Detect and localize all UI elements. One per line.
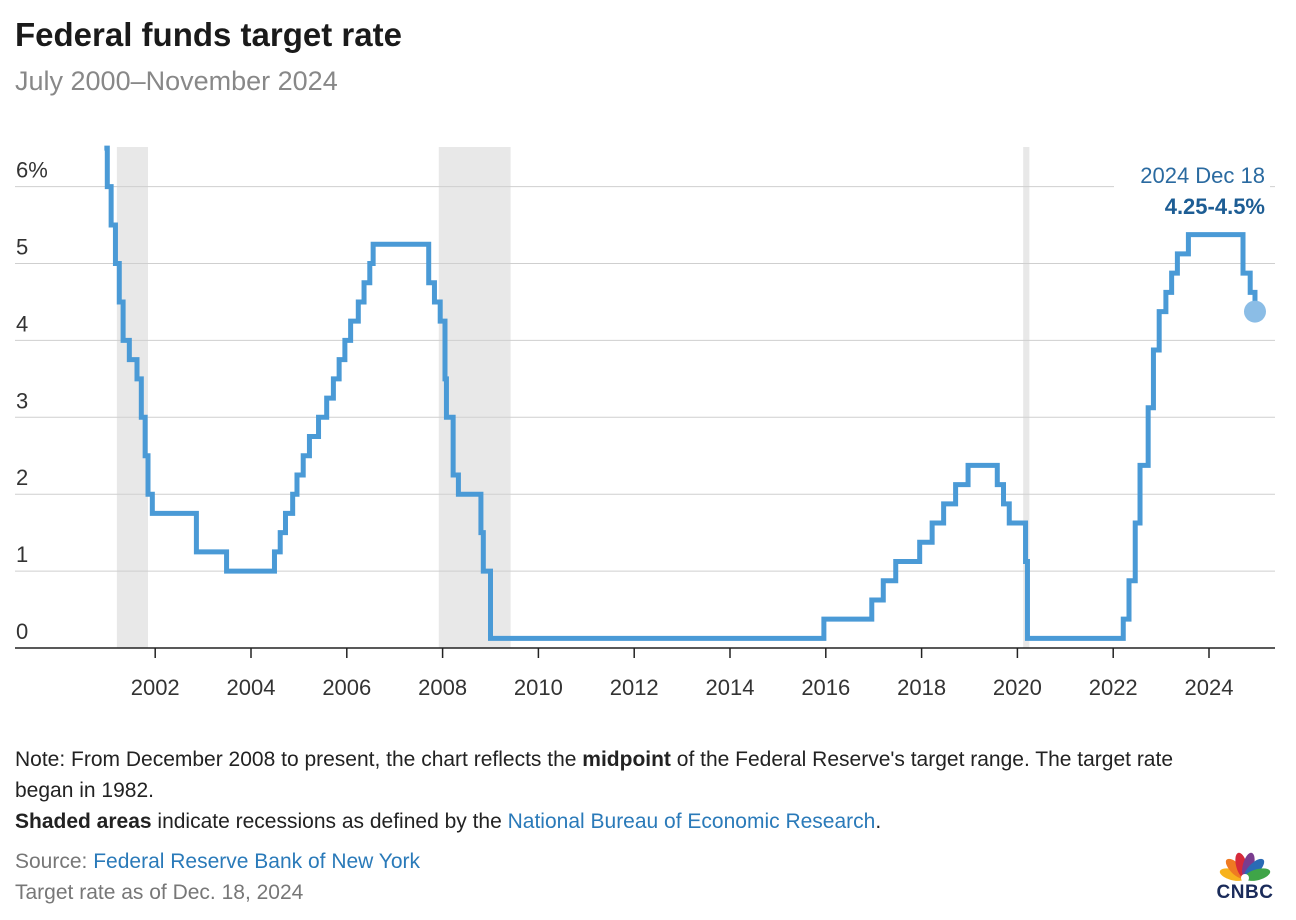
note-text: of the Federal Reserve's target range. T…	[15, 748, 1173, 802]
x-tick-label: 2022	[1089, 675, 1138, 700]
y-tick-label: 0	[16, 619, 28, 644]
source-line: Source: Federal Reserve Bank of New York	[15, 846, 420, 877]
chart-area: 0 1 2 3 4 5 6% 2002 2004 2006 2008 2010 2012 2014 201…	[15, 145, 1275, 700]
chart-title: Federal funds target rate	[15, 16, 402, 53]
y-tick-label: 6%	[16, 158, 48, 183]
gridlines	[15, 186, 1275, 649]
note-bold: Shaded areas	[15, 810, 152, 833]
x-tick-label: 2002	[131, 675, 180, 700]
y-tick-label: 3	[16, 388, 28, 413]
latest-point-marker	[1243, 300, 1266, 323]
peacock-feather	[1244, 868, 1271, 881]
y-tick-label: 2	[16, 465, 28, 490]
peacock-icon	[1219, 852, 1271, 882]
note-text: .	[875, 810, 882, 833]
source-link[interactable]: Federal Reserve Bank of New York	[93, 850, 421, 873]
y-tick-label: 5	[16, 235, 28, 260]
x-tick-label: 2016	[801, 675, 850, 700]
x-tick-label: 2024	[1185, 675, 1234, 700]
annotation-bg	[1114, 160, 1270, 188]
x-tick-label: 2008	[418, 675, 467, 700]
x-tick-label: 2012	[610, 675, 659, 700]
chart-subtitle: July 2000–November 2024	[15, 66, 338, 96]
x-tick-label: 2018	[897, 675, 946, 700]
note-text: Note: From December 2008 to present, the…	[15, 748, 583, 771]
note-bold: midpoint	[582, 748, 671, 771]
note-text: indicate recessions as defined by the	[151, 810, 508, 833]
nber-link[interactable]: National Bureau of Economic Research	[507, 810, 876, 833]
source-label: Source:	[15, 850, 94, 873]
x-tick-label: 2020	[993, 675, 1042, 700]
note-line-2: Shaded areas indicate recessions as defi…	[15, 806, 1215, 837]
as-of-date: Target rate as of Dec. 18, 2024	[15, 881, 304, 904]
annotation-value: 4.25-4.5%	[1165, 194, 1265, 219]
cnbc-logo-text: CNBC	[1216, 882, 1274, 903]
x-axis-ticks: 2002 2004 2006 2008 2010 2012 2014 2016 2018 2020…	[131, 648, 1234, 700]
recession-band	[438, 147, 511, 648]
x-tick-label: 2014	[706, 675, 755, 700]
recession-band	[1023, 147, 1030, 648]
peacock-body	[1241, 874, 1249, 882]
rate-series-line	[104, 145, 1258, 641]
annotation-date: 2024 Dec 18	[1140, 163, 1265, 188]
x-tick-label: 2004	[227, 675, 276, 700]
y-tick-label: 1	[16, 542, 28, 567]
y-tick-label: 4	[16, 311, 28, 336]
chart-notes: Note: From December 2008 to present, the…	[15, 744, 1215, 837]
y-axis-ticks: 0 1 2 3 4 5 6%	[16, 158, 48, 644]
annotation: 2024 Dec 18 4.25-4.5%	[1114, 160, 1270, 323]
x-tick-label: 2006	[322, 675, 371, 700]
x-tick-label: 2010	[514, 675, 563, 700]
series-line	[104, 145, 1258, 641]
note-line-1: Note: From December 2008 to present, the…	[15, 744, 1215, 806]
